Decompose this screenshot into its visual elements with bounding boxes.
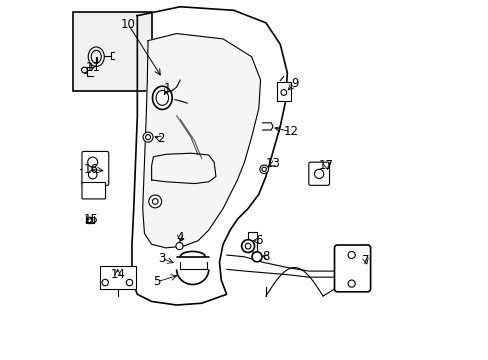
Text: 16: 16 (83, 163, 98, 176)
Text: 15: 15 (83, 213, 98, 226)
Circle shape (143, 132, 153, 142)
Text: 5: 5 (153, 275, 161, 288)
Text: 14: 14 (110, 268, 125, 281)
Ellipse shape (152, 86, 172, 109)
Text: 4: 4 (176, 231, 183, 244)
Text: 11: 11 (85, 61, 100, 74)
Text: 9: 9 (290, 77, 298, 90)
Bar (73, 12, 151, 91)
FancyBboxPatch shape (308, 162, 329, 185)
Text: 17: 17 (319, 159, 333, 172)
Text: 8: 8 (262, 250, 269, 263)
Polygon shape (142, 33, 260, 248)
Text: 3: 3 (158, 252, 166, 265)
Text: 12: 12 (283, 125, 298, 138)
FancyBboxPatch shape (82, 183, 105, 199)
Circle shape (251, 252, 262, 262)
Text: 1: 1 (163, 82, 171, 95)
Text: 7: 7 (362, 254, 369, 267)
FancyBboxPatch shape (334, 245, 370, 292)
Circle shape (152, 199, 158, 204)
Bar (100, 266, 135, 289)
Circle shape (148, 195, 162, 208)
Circle shape (241, 240, 254, 252)
Circle shape (259, 165, 268, 174)
FancyBboxPatch shape (82, 152, 108, 185)
Text: 6: 6 (255, 234, 262, 247)
Bar (276, 82, 290, 102)
Text: 13: 13 (265, 157, 280, 170)
Text: 2: 2 (157, 132, 164, 145)
Circle shape (176, 243, 183, 249)
Polygon shape (132, 7, 287, 305)
Text: 10: 10 (121, 18, 136, 31)
